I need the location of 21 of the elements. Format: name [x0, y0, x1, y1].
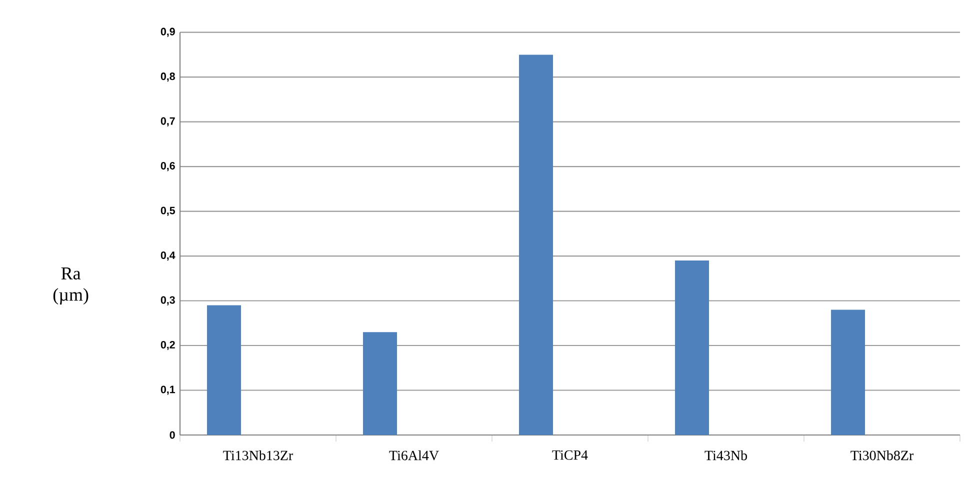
y-tick-label: 0,1	[160, 386, 175, 395]
bar	[207, 305, 242, 435]
y-tick-label: 0,5	[160, 206, 175, 216]
bar	[674, 260, 709, 435]
x-tick-label: Ti6Al4V	[389, 450, 439, 460]
x-tick-label: Ti43Nb	[704, 450, 747, 460]
y-tick-label: 0,8	[160, 72, 175, 82]
y-tick-label: 0,6	[160, 162, 175, 172]
y-tick-label: 0,9	[160, 28, 175, 37]
bar	[363, 332, 398, 435]
y-tick-label: 0,7	[160, 117, 175, 126]
x-tick-label: Ti30Nb8Zr	[850, 450, 914, 460]
x-tick-label: TiCP4	[552, 450, 588, 460]
bar	[830, 310, 865, 435]
y-tick-label: 0,4	[160, 251, 176, 261]
x-tick-label: Ti13Nb13Zr	[223, 450, 294, 460]
y-tick-label: 0	[170, 431, 175, 439]
y-axis-title: Ra (µm)	[53, 268, 88, 304]
bar	[519, 54, 553, 435]
y-tick-label: 0,3	[160, 296, 175, 306]
y-tick-label: 0,2	[160, 340, 175, 350]
